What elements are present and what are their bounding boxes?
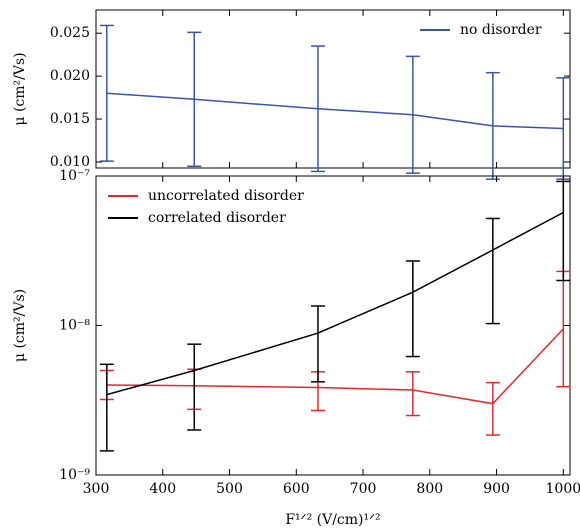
y-tick-label: 0.015 xyxy=(50,111,90,127)
error-bar xyxy=(485,381,500,436)
y-tick-label: 10⁻⁷ xyxy=(59,168,90,184)
legend-label: no disorder xyxy=(460,22,542,38)
legend-label: uncorrelated disorder xyxy=(148,188,304,204)
x-tick-label: 500 xyxy=(216,481,243,497)
x-tick-label: 700 xyxy=(350,481,377,497)
y-axis-label: μ (cm²/Vs) xyxy=(12,289,28,362)
x-tick-label: 800 xyxy=(416,481,443,497)
y-tick-label: 0.025 xyxy=(50,25,90,41)
series-line xyxy=(106,328,564,405)
legend-label: correlated disorder xyxy=(148,210,286,226)
y-tick-label: 10⁻⁹ xyxy=(59,467,90,483)
x-tick-label: 400 xyxy=(149,481,176,497)
plot-frame xyxy=(95,9,571,169)
series-line xyxy=(106,92,564,130)
y-tick-label: 0.020 xyxy=(50,68,90,84)
error-bar xyxy=(485,217,500,325)
error-bar xyxy=(405,371,420,417)
x-tick-label: 300 xyxy=(83,481,110,497)
x-tick-label: 1000 xyxy=(546,481,580,497)
error-bar xyxy=(99,363,114,452)
error-bar xyxy=(556,180,571,282)
y-axis-label: μ (cm²/Vs) xyxy=(12,52,28,125)
y-tick-label: 10⁻⁸ xyxy=(59,318,90,334)
x-axis-label: F¹ᐟ² (V/cm)¹ᐟ² xyxy=(285,512,380,528)
error-bar xyxy=(405,260,420,358)
x-tick-label: 600 xyxy=(283,481,310,497)
error-bar xyxy=(187,343,202,431)
series-line xyxy=(106,211,564,396)
y-tick-label: 0.010 xyxy=(50,154,90,170)
x-tick-label: 900 xyxy=(483,481,510,497)
error-bar xyxy=(310,305,325,383)
